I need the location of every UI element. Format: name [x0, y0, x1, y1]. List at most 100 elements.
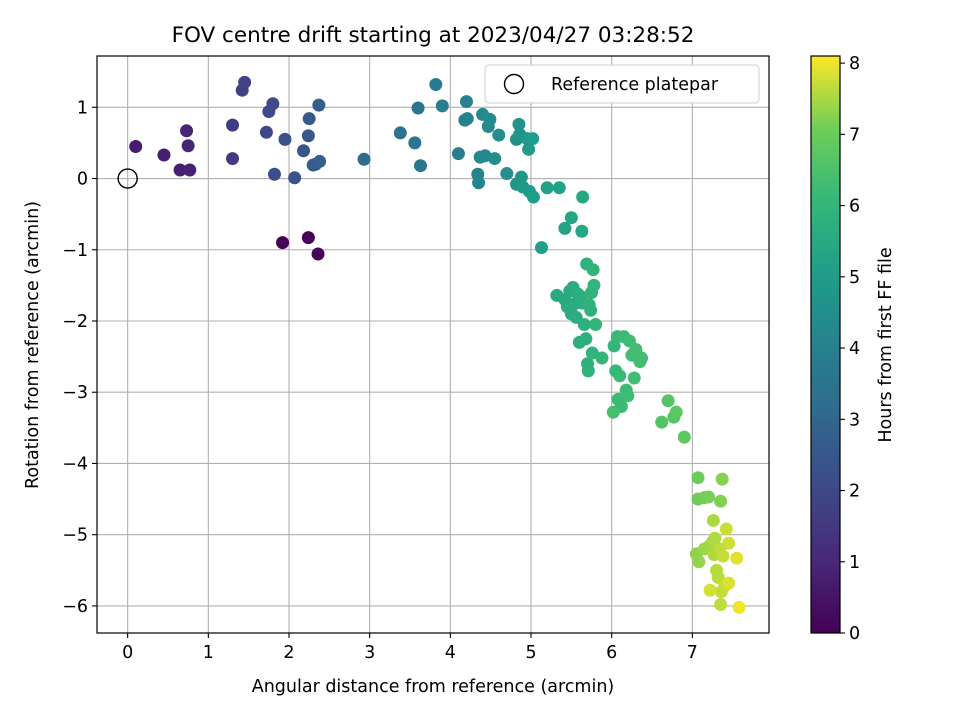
- data-point: [540, 181, 554, 195]
- y-tick-label: −1: [62, 241, 88, 261]
- data-point: [692, 555, 706, 569]
- x-tick-label: 3: [364, 643, 375, 663]
- data-point: [526, 132, 540, 146]
- data-point: [226, 152, 240, 166]
- data-point: [581, 364, 595, 378]
- plot-background: [97, 56, 769, 633]
- data-point: [514, 170, 528, 184]
- data-point: [238, 75, 252, 89]
- data-points: [129, 75, 746, 614]
- data-point: [488, 152, 502, 166]
- data-point: [576, 190, 590, 204]
- data-point: [677, 430, 691, 444]
- data-point: [714, 494, 728, 508]
- colorbar-frame: [810, 55, 841, 634]
- data-point: [301, 129, 315, 143]
- data-point: [552, 181, 566, 195]
- y-tick-label: −3: [62, 383, 88, 403]
- legend-entry-reference-platepar: Reference platepar: [551, 75, 719, 95]
- y-tick-label: −5: [62, 526, 88, 546]
- y-tick-label: −2: [62, 312, 88, 332]
- data-point: [579, 332, 593, 346]
- y-tick-label: −6: [62, 597, 88, 617]
- plot-frame: [96, 55, 770, 634]
- data-point: [500, 167, 514, 181]
- data-point: [732, 600, 746, 614]
- data-point: [297, 144, 311, 158]
- data-point: [357, 152, 371, 166]
- data-point: [451, 147, 465, 161]
- colorbar-tick-label: 3: [849, 410, 860, 430]
- colorbar-tick-label: 0: [849, 624, 860, 644]
- colorbar-tick-label: 1: [849, 553, 860, 573]
- data-point: [180, 124, 194, 138]
- data-point: [435, 99, 449, 113]
- x-tick-label: 6: [606, 643, 617, 663]
- data-point: [526, 190, 540, 204]
- data-point: [558, 221, 572, 235]
- data-point: [157, 148, 171, 162]
- data-point: [408, 136, 422, 150]
- y-axis-ticks: −6 −5 −4 −3 −2 −1 0 1: [62, 98, 97, 617]
- legend: Reference platepar: [484, 64, 760, 104]
- data-point: [393, 126, 407, 140]
- data-point: [669, 405, 683, 419]
- data-point: [716, 549, 730, 563]
- data-point: [708, 531, 722, 545]
- data-point: [703, 583, 717, 597]
- data-point: [129, 139, 143, 153]
- data-point: [312, 98, 326, 112]
- data-point: [459, 95, 473, 109]
- y-axis-label: Rotation from reference (arcmin): [23, 201, 43, 489]
- colorbar-tick-label: 8: [849, 54, 860, 74]
- data-point: [730, 551, 744, 565]
- x-tick-label: 4: [445, 643, 456, 663]
- x-tick-label: 0: [122, 643, 133, 663]
- data-point: [301, 231, 315, 245]
- data-point: [483, 112, 497, 126]
- data-point: [627, 371, 641, 385]
- colorbar-tick-label: 5: [849, 268, 860, 288]
- data-point: [661, 394, 675, 408]
- colorbar: 0 1 2 3 4 5 6 7 8 Hours from first FF file: [810, 54, 896, 644]
- data-point: [606, 405, 620, 419]
- x-tick-label: 7: [687, 643, 698, 663]
- data-point: [564, 211, 578, 225]
- legend-box: [484, 64, 760, 104]
- data-point: [313, 154, 327, 168]
- data-point: [584, 303, 598, 317]
- data-point: [635, 351, 649, 365]
- data-point: [621, 389, 635, 403]
- data-point: [589, 318, 603, 332]
- data-point: [181, 139, 195, 153]
- x-axis-label: Angular distance from reference (arcmin): [252, 677, 615, 697]
- data-point: [655, 415, 669, 429]
- legend-reference-marker: [503, 73, 525, 95]
- colorbar-gradient: [811, 56, 840, 633]
- data-point: [472, 176, 486, 190]
- data-point: [311, 247, 325, 261]
- data-point: [575, 224, 589, 238]
- data-point: [522, 142, 536, 156]
- colorbar-tick-label: 2: [849, 482, 860, 502]
- data-point: [535, 241, 549, 255]
- data-point: [429, 77, 443, 91]
- data-point: [302, 112, 316, 126]
- data-point: [715, 472, 729, 486]
- data-point: [276, 236, 290, 250]
- y-gridlines: [97, 106, 769, 607]
- colorbar-tick-label: 4: [849, 339, 860, 359]
- data-point: [722, 576, 736, 590]
- colorbar-ticks: 0 1 2 3 4 5 6 7 8: [840, 54, 860, 644]
- data-point: [585, 346, 599, 360]
- y-tick-label: 1: [77, 98, 88, 118]
- data-point: [719, 522, 733, 536]
- data-point: [226, 118, 240, 132]
- data-point: [586, 263, 600, 277]
- data-point: [173, 163, 187, 177]
- data-point: [259, 125, 273, 139]
- reference-marker: [117, 168, 138, 189]
- data-point: [460, 112, 474, 126]
- data-point: [701, 490, 715, 504]
